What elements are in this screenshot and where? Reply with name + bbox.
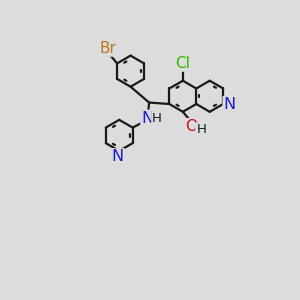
Text: H: H	[196, 123, 206, 136]
Text: N: N	[112, 149, 124, 164]
Text: O: O	[185, 119, 198, 134]
Text: N: N	[224, 97, 236, 112]
Text: N: N	[142, 111, 154, 126]
Text: H: H	[152, 112, 162, 125]
Text: Br: Br	[99, 40, 116, 56]
Text: Cl: Cl	[176, 56, 190, 70]
